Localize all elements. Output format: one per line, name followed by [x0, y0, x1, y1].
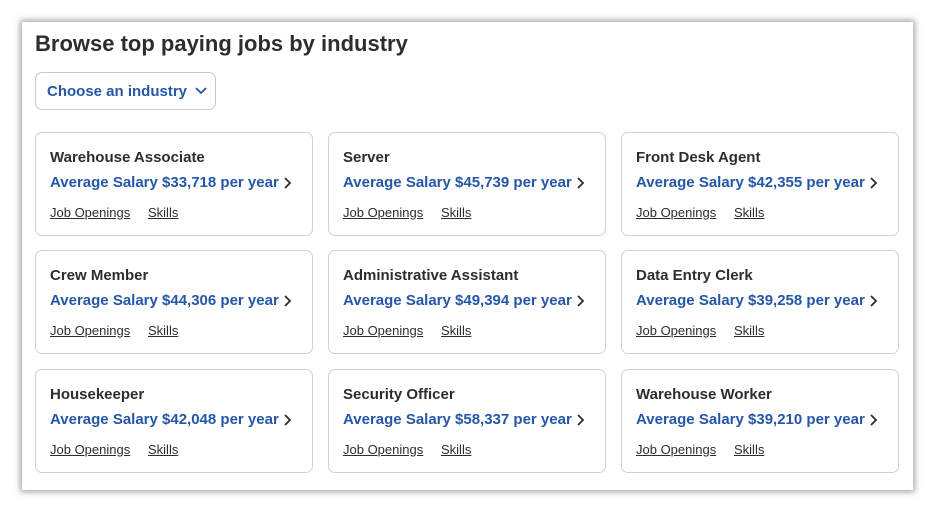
salary[interactable]: Average Salary $39,210 per year — [636, 411, 865, 428]
page-title: Browse top paying jobs by industry — [35, 31, 408, 56]
job-card[interactable]: Data Entry Clerk Average Salary $39,258 p… — [621, 250, 899, 354]
card-link[interactable]: Skills — [148, 442, 179, 457]
salary[interactable]: Average Salary $45,739 per year — [343, 174, 572, 191]
chevron — [870, 414, 878, 426]
salary[interactable]: Average Salary $49,394 per year — [343, 292, 572, 309]
card-link[interactable]: Skills — [441, 323, 472, 338]
card-link[interactable]: Skills — [148, 323, 179, 338]
job-title: Crew Member — [50, 267, 149, 284]
card-link[interactable]: Skills — [441, 205, 472, 220]
salary[interactable]: Average Salary $33,718 per year — [50, 174, 279, 191]
chevron — [284, 414, 292, 426]
card-link[interactable]: Skills — [734, 442, 765, 457]
chevron — [284, 177, 292, 189]
chevron — [870, 177, 878, 189]
card-link[interactable]: Job Openings — [50, 323, 131, 338]
chevron — [284, 295, 292, 307]
dropdown-chevron — [195, 87, 207, 95]
chevron — [577, 295, 585, 307]
dropdown-label: Choose an industry — [47, 82, 188, 100]
card-link[interactable]: Job Openings — [50, 205, 131, 220]
job-card[interactable]: Crew Member Average Salary $44,306 per ye… — [35, 250, 313, 354]
job-card[interactable]: Server Average Salary $45,739 per year Job… — [328, 132, 606, 236]
job-title: Front Desk Agent — [636, 149, 761, 166]
job-card[interactable]: Warehouse Worker Average Salary $39,210 p… — [621, 369, 899, 473]
card-link[interactable]: Skills — [734, 323, 765, 338]
salary[interactable]: Average Salary $44,306 per year — [50, 292, 279, 309]
job-card[interactable]: Warehouse Associate Average Salary $33,71… — [35, 132, 313, 236]
card-link[interactable]: Skills — [441, 442, 472, 457]
card-link[interactable]: Skills — [148, 205, 179, 220]
card-link[interactable]: Job Openings — [50, 442, 131, 457]
job-card[interactable]: Security Officer Average Salary $58,337 p… — [328, 369, 606, 473]
job-title: Security Officer — [343, 386, 455, 403]
card-link[interactable]: Job Openings — [343, 442, 424, 457]
salary[interactable]: Average Salary $42,048 per year — [50, 411, 279, 428]
chevron — [577, 177, 585, 189]
card-link[interactable]: Job Openings — [636, 442, 717, 457]
job-card[interactable]: Administrative Assistant Average Salary $… — [328, 250, 606, 354]
card-link[interactable]: Job Openings — [636, 205, 717, 220]
card-link[interactable]: Skills — [734, 205, 765, 220]
job-title: Warehouse Worker — [636, 386, 772, 403]
job-title: Server — [343, 149, 390, 166]
card-link[interactable]: Job Openings — [343, 323, 424, 338]
salary[interactable]: Average Salary $42,355 per year — [636, 174, 865, 191]
job-title: Administrative Assistant — [343, 267, 519, 284]
chevron — [577, 414, 585, 426]
salary[interactable]: Average Salary $58,337 per year — [343, 411, 572, 428]
job-title: Housekeeper — [50, 386, 145, 403]
industry-dropdown[interactable]: Choose an industry — [35, 72, 216, 110]
panel: Browse top paying jobs by industry Choos… — [22, 22, 913, 490]
job-card[interactable]: Housekeeper Average Salary $42,048 per ye… — [35, 369, 313, 473]
job-card[interactable]: Front Desk Agent Average Salary $42,355 p… — [621, 132, 899, 236]
card-link[interactable]: Job Openings — [343, 205, 424, 220]
card-link[interactable]: Job Openings — [636, 323, 717, 338]
job-title: Warehouse Associate — [50, 149, 205, 166]
salary[interactable]: Average Salary $39,258 per year — [636, 292, 865, 309]
chevron — [870, 295, 878, 307]
job-title: Data Entry Clerk — [636, 267, 753, 284]
